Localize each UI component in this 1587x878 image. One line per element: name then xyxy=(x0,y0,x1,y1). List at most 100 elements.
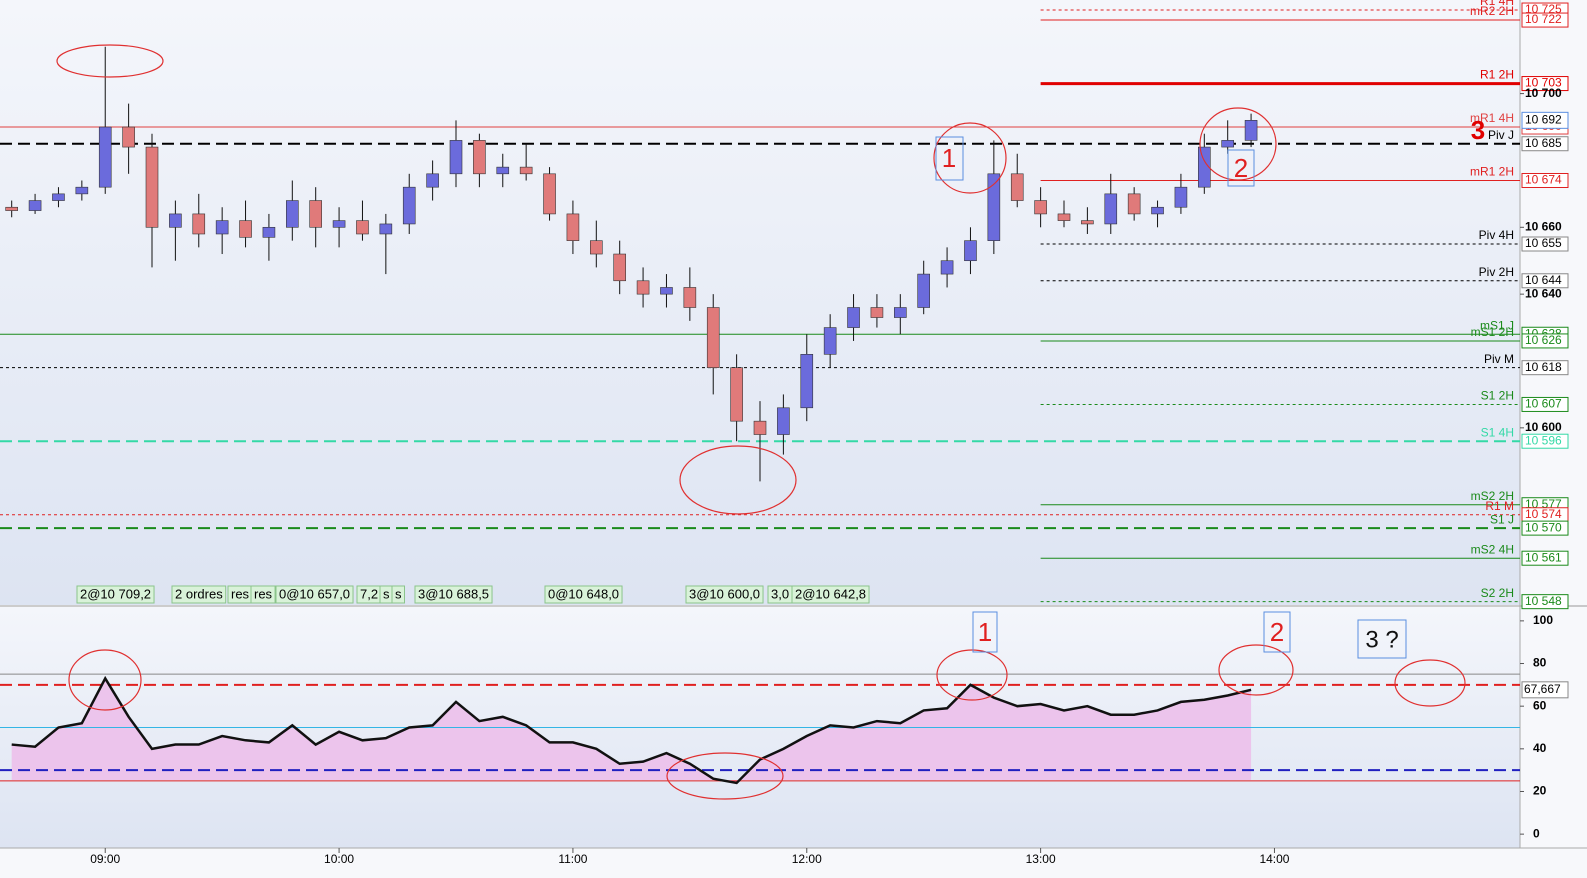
order-tag: 0@10 657,0 xyxy=(279,586,350,601)
annotation-box xyxy=(1227,149,1255,187)
candle-body xyxy=(590,240,603,255)
highlight-ellipse xyxy=(679,445,797,515)
level-value-box xyxy=(1521,236,1569,252)
level-name: mS2 2H xyxy=(1471,489,1514,503)
level-name: S1 J xyxy=(1490,512,1514,526)
level-name: S2 2H xyxy=(1481,586,1514,600)
candle-body xyxy=(870,307,884,318)
level-value-box xyxy=(1521,520,1569,536)
level-value: 10 570 xyxy=(1525,520,1562,534)
highlight-ellipse xyxy=(68,649,142,711)
candle-body xyxy=(5,206,18,211)
candle-body xyxy=(613,253,626,282)
level-value-box xyxy=(1521,12,1569,28)
level-value: 10 722 xyxy=(1525,12,1562,26)
level-value-box xyxy=(1521,273,1569,289)
order-tag: 2@10 709,2 xyxy=(80,586,151,601)
candle-body xyxy=(917,273,930,308)
highlight-ellipse xyxy=(1394,659,1466,707)
level-name: Piv J xyxy=(1488,128,1514,142)
candle-body xyxy=(964,240,977,262)
candle-body xyxy=(566,213,580,241)
level-value-box xyxy=(1521,594,1569,610)
annotation-box xyxy=(972,611,998,653)
level-value-box xyxy=(1521,172,1569,188)
level-name: S1 4H xyxy=(1481,425,1514,439)
highlight-ellipse xyxy=(933,122,1007,194)
candle-body xyxy=(1104,193,1118,225)
level-name: R1 M xyxy=(1485,499,1514,513)
candle-body xyxy=(145,146,159,228)
x-tick-label: 13:00 xyxy=(1026,852,1056,866)
time-axis-area xyxy=(0,848,1520,878)
annotation-boxes xyxy=(935,136,1407,659)
level-value: 10 655 xyxy=(1525,236,1562,250)
x-tick-label: 12:00 xyxy=(792,852,822,866)
candle-body xyxy=(800,354,814,409)
candle-body xyxy=(356,220,369,235)
order-tag-box xyxy=(414,585,493,604)
order-tag: s xyxy=(383,586,390,601)
y-tick-label: 10 600 xyxy=(1525,420,1562,434)
candle-body xyxy=(894,307,907,318)
candle-body xyxy=(75,186,89,195)
level-name: mS1 J xyxy=(1480,318,1514,332)
y-tick-label: 40 xyxy=(1533,741,1547,755)
x-tick-label: 09:00 xyxy=(90,852,120,866)
order-tag: 0@10 648,0 xyxy=(548,586,619,601)
level-value-box xyxy=(1521,360,1569,376)
level-value: 10 607 xyxy=(1525,397,1562,411)
candle-body xyxy=(122,126,135,148)
level-name: mR2 2H xyxy=(1470,4,1514,18)
indicator-line xyxy=(11,675,1252,785)
candle-body xyxy=(730,367,743,422)
level-name: mR1 2H xyxy=(1470,165,1514,179)
y-tick-label: 100 xyxy=(1533,613,1553,627)
candle-body xyxy=(660,287,673,295)
candle-body xyxy=(28,200,42,211)
candle-body xyxy=(777,407,790,435)
candle-body xyxy=(519,166,533,175)
candle-body xyxy=(987,173,1001,241)
order-tag-box xyxy=(685,585,764,604)
candle-body xyxy=(496,166,510,175)
order-tag: 7,2 xyxy=(360,586,378,601)
candle-body xyxy=(636,280,650,295)
last-value-box xyxy=(1521,681,1569,699)
annotation: 2 xyxy=(1270,617,1284,647)
level-name: S1 2H xyxy=(1481,389,1514,403)
level-value-box xyxy=(1521,550,1569,566)
y-tick-label: 60 xyxy=(1533,698,1547,712)
order-tag: 3@10 600,0 xyxy=(689,586,760,601)
highlight-ellipse xyxy=(666,752,784,800)
level-name: mS1 2H xyxy=(1471,325,1514,339)
highlight-ellipse xyxy=(936,649,1008,701)
annotation: 1 xyxy=(942,143,956,173)
candle-body xyxy=(940,260,954,275)
order-tag-box xyxy=(791,585,870,604)
candle-body xyxy=(1198,146,1211,188)
candle-body xyxy=(449,140,463,175)
highlight-ellipse xyxy=(1199,107,1277,181)
level-value-box xyxy=(1521,136,1569,152)
level-name: R1 4H xyxy=(1480,0,1514,8)
candle-body xyxy=(1244,120,1258,141)
highlight-ellipse xyxy=(56,44,164,78)
level-value-box xyxy=(1521,396,1569,412)
annotation-box xyxy=(1357,619,1407,659)
x-tick-label: 10:00 xyxy=(324,852,354,866)
level-name: Piv 2H xyxy=(1479,265,1514,279)
candle-body xyxy=(473,140,486,175)
order-tag: 2 ordres xyxy=(175,586,223,601)
order-tag-box xyxy=(171,585,227,604)
candle-body xyxy=(192,213,206,235)
candle-body xyxy=(847,307,860,328)
candle-body xyxy=(753,420,767,435)
price-panel xyxy=(0,0,1520,605)
order-tag-box xyxy=(275,585,354,604)
candle-body xyxy=(683,287,697,308)
y-tick-label: 0 xyxy=(1533,826,1540,840)
x-tick-label: 14:00 xyxy=(1259,852,1289,866)
last-value: 67,667 xyxy=(1524,682,1561,696)
